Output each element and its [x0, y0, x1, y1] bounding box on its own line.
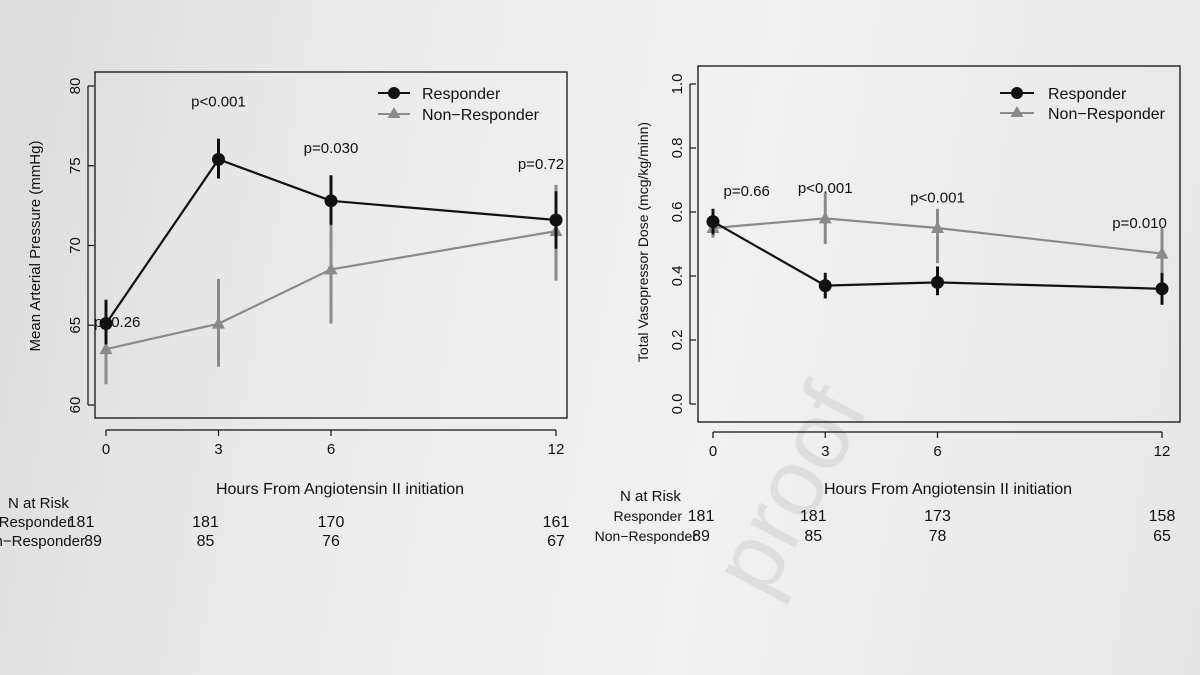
x-tick-label: 12 [1154, 443, 1171, 460]
legend-label-non-responder: Non−Responder [1048, 106, 1166, 123]
legend-marker-responder [388, 87, 400, 99]
point-responder [1155, 282, 1169, 296]
series-layer [706, 192, 1169, 305]
point-responder [99, 317, 113, 331]
risk-row-label-responder: Responder [614, 508, 683, 524]
risk-row-label-responder: Responder [0, 514, 72, 531]
risk-value: 158 [1149, 508, 1176, 525]
x-tick-label: 12 [548, 441, 565, 458]
p-value-label: p=0.26 [94, 314, 140, 331]
annotations: p=0.66 p<0.001 p<0.001 p=0.010 [724, 180, 1167, 232]
p-value-label: p<0.001 [910, 189, 965, 206]
risk-value: 181 [68, 514, 95, 531]
series-line-non-responder [712, 217, 1163, 255]
risk-row-label-non-responder: Non−Responder [595, 528, 698, 544]
risk-value: 170 [318, 514, 345, 531]
p-value-label: p=0.030 [304, 140, 359, 157]
point-non-responder [99, 342, 113, 355]
legend-label-responder: Responder [422, 86, 501, 103]
risk-value: 161 [543, 514, 570, 531]
x-tick-label: 6 [933, 443, 941, 460]
legend-marker-responder [1011, 87, 1023, 99]
p-value-label: p=0.72 [518, 156, 564, 173]
risk-value: 181 [192, 514, 219, 531]
point-non-responder [324, 262, 338, 275]
legend-label-non-responder: Non−Responder [422, 107, 540, 124]
point-non-responder [931, 221, 944, 233]
risk-values: 181 181 170 161 89 85 76 67 [68, 514, 570, 550]
risk-value: 89 [692, 528, 710, 545]
legend-marker-non-responder [1010, 106, 1024, 117]
risk-row-label-non-responder: Non−Responder [0, 533, 85, 550]
annotations: p=0.26 p<0.001 p=0.030 p=0.72 [94, 94, 564, 331]
risk-values: 181 181 173 158 89 85 78 65 [688, 508, 1176, 545]
x-tick-label: 3 [214, 441, 222, 458]
p-value-label: p<0.001 [798, 180, 853, 197]
point-non-responder [212, 316, 225, 329]
y-ticks: 60 65 70 75 80 [67, 78, 94, 414]
point-non-responder [1155, 246, 1169, 259]
risk-table: N at Risk Responder Non−Responder 181181… [0, 495, 569, 550]
y-tick-label: 70 [67, 237, 84, 254]
point-responder [549, 213, 563, 227]
y-tick-label: 0.6 [669, 202, 686, 223]
x-axis-label: Hours From Angiotensin II initiation [216, 481, 464, 498]
series-line-non-responder [105, 230, 557, 351]
x-axis-label: Hours From Angiotensin II initiation [824, 481, 1072, 498]
y-tick-label: 75 [67, 157, 84, 174]
risk-table-title: N at Risk [620, 488, 681, 505]
y-tick-label: 0.8 [669, 138, 686, 159]
risk-value: 78 [929, 528, 947, 545]
y-tick-label: 0.0 [669, 394, 686, 415]
risk-value: 181 [800, 508, 827, 525]
x-ticks: 0 3 6 12 [102, 429, 565, 458]
risk-value: 67 [547, 533, 565, 550]
risk-value: 173 [924, 508, 951, 525]
y-tick-label: 0.2 [669, 330, 686, 351]
series-line-responder [105, 158, 557, 325]
point-responder [706, 215, 720, 229]
x-tick-label: 6 [327, 441, 335, 458]
legend: Responder Non−Responder [1000, 86, 1166, 123]
plot-frame [697, 65, 1181, 423]
risk-value: 76 [322, 533, 340, 550]
chart-left: 60 65 70 75 80 0 3 6 12 Mean Arterial Pressure … [0, 71, 569, 550]
x-tick-label: 3 [821, 443, 829, 460]
x-tick-label: 0 [102, 441, 110, 458]
y-tick-label: 0.4 [669, 266, 686, 287]
plot-frame [94, 71, 568, 419]
y-tick-label: 65 [67, 317, 84, 334]
point-responder [212, 152, 225, 166]
point-responder [324, 194, 338, 208]
x-ticks: 0 3 6 12 [709, 431, 1171, 460]
y-tick-label: 1.0 [669, 74, 686, 95]
y-axis-label: Mean Arterial Pressure (mmHg) [27, 141, 44, 352]
p-value-label: p=0.010 [1112, 215, 1167, 232]
risk-value: 89 [84, 533, 102, 550]
series-layer [99, 138, 563, 385]
point-responder [818, 279, 832, 293]
chart-right: 0.0 0.2 0.4 0.6 0.8 1.0 0 3 6 12 Total Vasopress… [595, 65, 1181, 545]
point-responder [931, 275, 944, 289]
x-tick-label: 0 [709, 443, 717, 460]
y-tick-label: 80 [67, 78, 84, 95]
y-axis-label: Total Vasopressor Dose (mcg/kg/minn) [635, 122, 651, 362]
legend: Responder Non−Responder [378, 86, 540, 124]
risk-value: 65 [1153, 528, 1171, 545]
p-value-label: p=0.66 [724, 183, 770, 200]
point-non-responder [818, 211, 832, 224]
y-ticks: 0.0 0.2 0.4 0.6 0.8 1.0 [669, 74, 696, 415]
risk-table-title: N at Risk [8, 495, 69, 512]
p-value-label: p<0.001 [191, 94, 246, 111]
risk-value: 85 [197, 533, 215, 550]
legend-marker-non-responder [387, 107, 401, 118]
y-tick-label: 60 [67, 397, 84, 414]
risk-value: 85 [804, 528, 822, 545]
risk-value: 181 [688, 508, 715, 525]
series-line-responder [712, 220, 1163, 290]
legend-label-responder: Responder [1048, 86, 1127, 103]
